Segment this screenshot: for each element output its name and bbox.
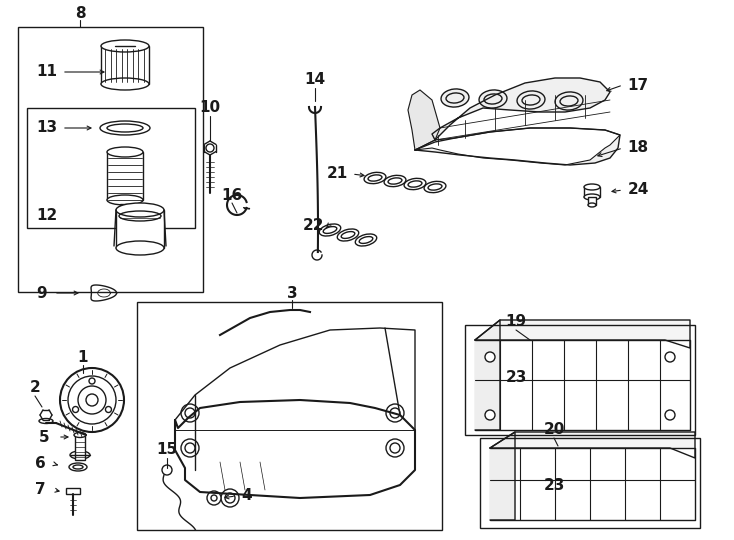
Text: 17: 17	[628, 78, 649, 92]
Text: 16: 16	[222, 187, 243, 202]
Bar	[18, 27, 203, 292]
Bar	[101, 46, 149, 84]
Text: 22: 22	[303, 219, 324, 233]
Text: 24: 24	[628, 183, 649, 198]
Circle shape	[386, 404, 404, 422]
Circle shape	[665, 410, 675, 420]
Circle shape	[162, 465, 172, 475]
Text: 20: 20	[543, 422, 564, 437]
Ellipse shape	[107, 147, 143, 157]
Text: 7: 7	[34, 483, 46, 497]
Circle shape	[68, 376, 116, 424]
Ellipse shape	[479, 90, 507, 108]
Bar	[584, 187, 600, 197]
Ellipse shape	[107, 124, 143, 132]
Polygon shape	[475, 340, 690, 430]
Polygon shape	[490, 432, 695, 458]
Bar	[120, 204, 130, 212]
Ellipse shape	[584, 194, 600, 200]
Circle shape	[181, 439, 199, 457]
Circle shape	[386, 439, 404, 457]
Ellipse shape	[101, 78, 149, 90]
Circle shape	[106, 407, 112, 413]
Polygon shape	[415, 128, 620, 165]
Text: 10: 10	[200, 100, 220, 116]
Text: 23: 23	[543, 478, 564, 494]
Text: 6: 6	[34, 456, 46, 471]
Bar	[465, 325, 695, 435]
Circle shape	[181, 404, 199, 422]
Polygon shape	[175, 400, 415, 498]
Bar	[75, 435, 85, 460]
Text: 2: 2	[29, 381, 40, 395]
Text: 23: 23	[505, 370, 527, 386]
Circle shape	[485, 352, 495, 362]
Ellipse shape	[517, 91, 545, 109]
Ellipse shape	[555, 92, 583, 110]
Bar	[137, 302, 442, 530]
Ellipse shape	[74, 433, 86, 437]
Ellipse shape	[120, 210, 130, 214]
Ellipse shape	[73, 465, 83, 469]
Polygon shape	[432, 78, 610, 140]
Text: 5: 5	[39, 429, 49, 444]
Polygon shape	[475, 320, 500, 430]
Bar	[480, 438, 700, 528]
Circle shape	[221, 489, 239, 507]
Text: 8: 8	[75, 6, 85, 22]
Ellipse shape	[441, 89, 469, 107]
Ellipse shape	[101, 40, 149, 52]
Bar	[107, 152, 143, 200]
Circle shape	[665, 352, 675, 362]
Circle shape	[206, 144, 214, 152]
Circle shape	[78, 386, 106, 414]
Polygon shape	[490, 448, 695, 520]
Text: 14: 14	[305, 72, 326, 87]
Ellipse shape	[116, 203, 164, 217]
Polygon shape	[415, 128, 620, 165]
Polygon shape	[408, 90, 440, 150]
Bar	[27, 108, 195, 228]
Text: 9: 9	[37, 286, 47, 300]
Polygon shape	[175, 328, 415, 430]
Text: 1: 1	[78, 349, 88, 364]
Text: 4: 4	[241, 489, 252, 503]
Text: 3: 3	[287, 286, 297, 300]
Text: 11: 11	[37, 64, 57, 79]
Text: 21: 21	[327, 166, 348, 181]
Bar	[588, 197, 596, 205]
Polygon shape	[490, 432, 515, 520]
Circle shape	[485, 410, 495, 420]
Circle shape	[89, 378, 95, 384]
Text: 19: 19	[506, 314, 526, 329]
Text: 12: 12	[37, 207, 58, 222]
Bar	[116, 210, 164, 248]
Ellipse shape	[69, 463, 87, 471]
Text: 18: 18	[628, 140, 649, 156]
Circle shape	[207, 491, 221, 505]
Bar	[66, 488, 80, 494]
Ellipse shape	[584, 184, 600, 190]
Ellipse shape	[100, 121, 150, 135]
Polygon shape	[475, 320, 690, 348]
Ellipse shape	[70, 451, 90, 459]
Circle shape	[86, 394, 98, 406]
Circle shape	[73, 407, 79, 413]
Ellipse shape	[116, 241, 164, 255]
Ellipse shape	[107, 195, 143, 205]
Text: 13: 13	[37, 120, 57, 136]
Circle shape	[60, 368, 124, 432]
Text: 15: 15	[156, 442, 178, 456]
Ellipse shape	[588, 203, 596, 207]
